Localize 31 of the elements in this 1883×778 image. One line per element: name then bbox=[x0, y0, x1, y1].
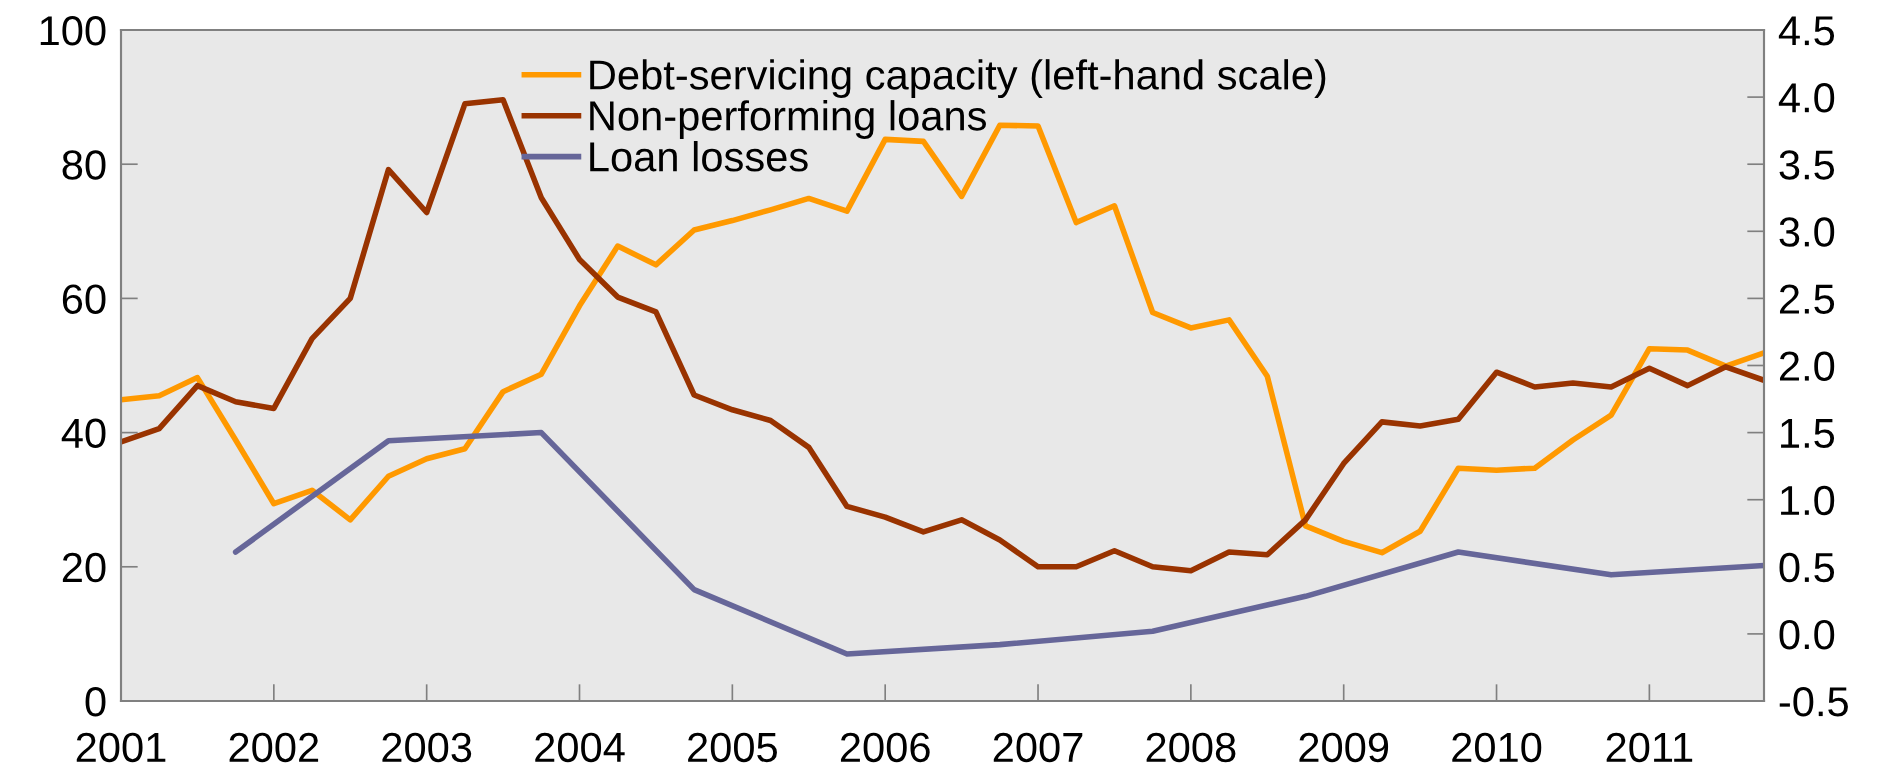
y2-tick-label: 0.5 bbox=[1779, 552, 1835, 583]
y2-tick-label: 1.0 bbox=[1781, 485, 1835, 516]
legend-label: Debt-servicing capacity (left-hand scale) bbox=[590, 59, 1326, 99]
y2-tick-label: 4.0 bbox=[1778, 83, 1835, 113]
x-tick-label: 2010 bbox=[1452, 732, 1542, 763]
x-tick-label: 2011 bbox=[1606, 732, 1693, 763]
x-tick-label: 2006 bbox=[840, 732, 930, 763]
y-tick-label: 100 bbox=[40, 16, 106, 46]
legend-label: Loan losses bbox=[590, 141, 808, 172]
y-tick-label: 40 bbox=[61, 418, 106, 449]
x-tick-label: 2002 bbox=[229, 732, 319, 763]
y2-tick-label: 0.0 bbox=[1779, 619, 1835, 650]
x-tick-label: 2009 bbox=[1299, 732, 1389, 763]
x-tick-label: 2001 bbox=[76, 732, 166, 763]
y2-tick-label: -0.5 bbox=[1779, 687, 1848, 717]
x-tick-label: 2007 bbox=[993, 732, 1083, 763]
y-tick-label: 20 bbox=[62, 552, 106, 583]
x-tick-label: 2003 bbox=[382, 732, 472, 763]
y2-tick-label: 1.5 bbox=[1781, 419, 1835, 449]
x-tick-label: 2008 bbox=[1146, 732, 1236, 763]
y2-tick-label: 2.5 bbox=[1779, 284, 1835, 314]
y-tick-label: 60 bbox=[62, 284, 106, 314]
y2-tick-label: 3.5 bbox=[1779, 150, 1835, 180]
legend-label: Non-performing loans bbox=[590, 100, 986, 139]
y-tick-label: 80 bbox=[62, 150, 106, 180]
y2-tick-label: 2.0 bbox=[1779, 351, 1835, 382]
x-tick-label: 2005 bbox=[688, 732, 777, 763]
y2-tick-label: 3.0 bbox=[1779, 217, 1835, 247]
y2-tick-label: 4.5 bbox=[1778, 16, 1835, 46]
x-tick-label: 2004 bbox=[535, 732, 625, 763]
y-tick-label: 0 bbox=[85, 687, 106, 717]
